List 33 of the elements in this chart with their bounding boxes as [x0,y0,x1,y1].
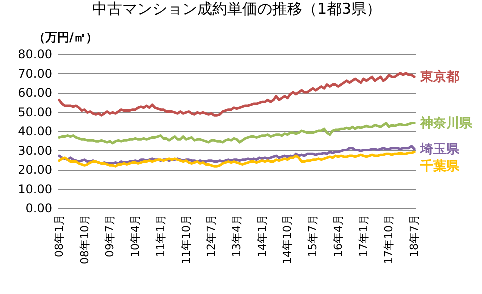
x-tick-label: 17年1月 [357,214,370,258]
x-tick-label: 13年4月 [230,214,244,258]
line-series [58,72,416,117]
x-tick-label: 09年7月 [104,214,117,258]
series-label: 千葉県 [420,158,461,174]
x-tick-label: 10年4月 [129,214,142,258]
series-label: 埼玉県 [420,142,461,158]
line-series [58,122,416,145]
y-tick-label: 40.00 [18,124,52,138]
x-tick-label: 18年7月 [408,214,422,258]
chart-title: 中古マンション成約単価の推移（1都3県） [92,0,382,18]
y-tick-label: 70.00 [18,66,52,81]
x-tick-label: 16年4月 [332,214,345,258]
y-tick-label: 20.00 [18,163,52,177]
y-tick-label: 60.00 [18,86,52,100]
line-series [58,150,416,168]
x-tick-label: 11年1月 [154,214,168,258]
y-tick-label: 0.00 [26,202,52,216]
x-tick-label: 08年1月 [52,214,66,258]
series-label: 東京都 [420,69,460,86]
x-tick-label: 14年10月 [281,214,294,264]
x-tick-label: 14年1月 [256,214,269,258]
x-tick-label: 08年10月 [78,214,92,264]
y-tick-label: 30.00 [18,144,52,158]
series-label: 神奈川県 [420,115,474,132]
y-tick-label: 50.00 [18,105,52,120]
y-axis-title: （万円/㎡） [34,30,98,44]
y-tick-label: 10.00 [18,182,52,196]
x-tick-label: 17年10月 [382,214,396,264]
x-tick-label: 15年7月 [306,214,320,258]
x-tick-label: 11年10月 [180,214,193,264]
y-tick-label: 80.00 [18,48,52,62]
x-tick-label: 12年7月 [205,214,218,258]
